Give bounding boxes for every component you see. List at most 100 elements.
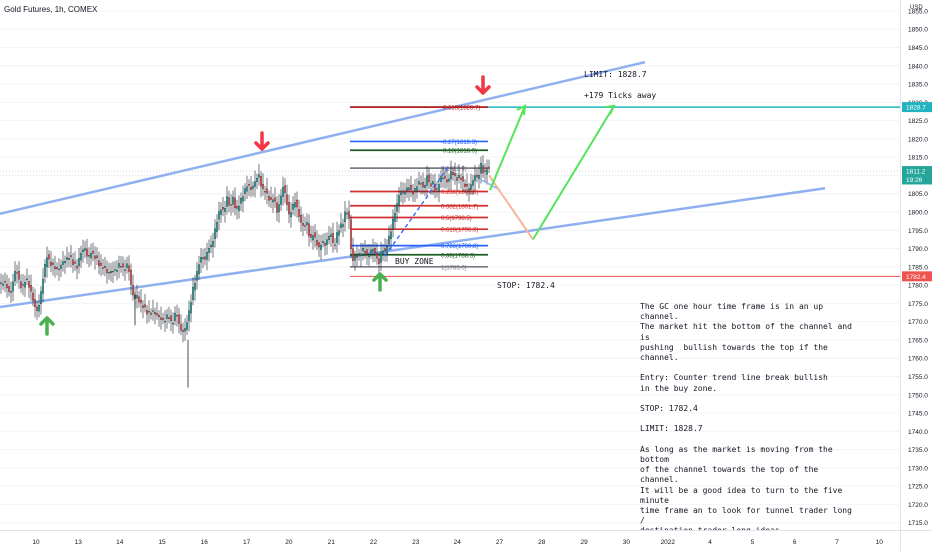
candle-body	[190, 302, 192, 314]
candle-body	[404, 191, 406, 195]
candle-body	[334, 244, 336, 246]
price-tick-label: 1775.0	[908, 301, 928, 308]
candle-body	[260, 176, 262, 187]
up-arrow-icon-head	[372, 272, 388, 282]
candle-body	[476, 174, 478, 178]
candle-body	[332, 233, 334, 243]
time-axis[interactable]: 10 13 14 15 16 17 20 21 22 23 24 27 28 29 30 2022 4 5 6 7 10	[0, 530, 900, 551]
candle-body	[100, 263, 102, 266]
candle-body	[428, 174, 430, 183]
time-tick-label: 23	[412, 539, 420, 546]
time-tick-label: 22	[370, 539, 378, 546]
price-tick-label: 1735.0	[908, 447, 928, 454]
price-axis-scale[interactable]: 1715.0 1720.0 1725.0 1730.0 1735.0 1740.0 1745…	[901, 0, 932, 530]
candle-body	[344, 211, 346, 223]
candle-body	[242, 196, 244, 202]
candle-body	[412, 192, 414, 195]
candle-body	[20, 281, 22, 288]
candle-body	[132, 285, 134, 296]
candle-body	[470, 184, 472, 190]
time-tick-label: 5	[751, 539, 755, 546]
up-arrow-icon	[372, 272, 388, 292]
projection-path-2	[532, 105, 615, 240]
candle-body	[460, 177, 462, 180]
time-tick-label: 21	[328, 539, 336, 546]
candle-body	[212, 241, 214, 247]
candle-body	[148, 311, 150, 313]
candle-body	[104, 265, 106, 268]
candle-body	[474, 175, 476, 181]
candle-body	[170, 315, 172, 322]
candle-body	[348, 211, 350, 219]
down-arrow-icon-head	[475, 85, 491, 95]
candle-body	[80, 252, 82, 261]
fib-label-8: 0.786(1790.8)	[441, 244, 478, 250]
price-tick-label: 1840.0	[908, 63, 928, 70]
candle-body	[162, 317, 164, 320]
candle-body	[116, 269, 118, 272]
candle-body	[452, 172, 454, 176]
candle-body	[484, 170, 486, 172]
candle-body	[320, 244, 322, 250]
down-arrow-icon-head	[254, 141, 270, 151]
candle-body	[228, 197, 230, 206]
candle-body	[422, 182, 424, 188]
candle-body	[366, 249, 368, 255]
price-chart[interactable]: -0.618(1828.7) -0.27(1819.3) -0.18(1816.9)…	[0, 0, 900, 530]
time-tick-label: 14	[116, 539, 124, 546]
price-tick-label: 1720.0	[908, 502, 928, 509]
price-tick-label: 1835.0	[908, 82, 928, 89]
price-badge-label: 1782.4	[906, 274, 926, 281]
candle-body	[208, 247, 210, 253]
candle-body	[372, 249, 374, 252]
candle-body	[96, 255, 98, 259]
price-tick-label: 1805.0	[908, 191, 928, 198]
price-badge-label: 19:26	[906, 177, 923, 184]
candle-body	[44, 263, 46, 277]
projection-arrowhead-2	[604, 104, 616, 115]
candle-body	[196, 271, 198, 281]
price-tick-label: 1715.0	[908, 520, 928, 527]
candle-body	[358, 253, 360, 256]
candle-body	[380, 252, 382, 263]
candle-body	[426, 175, 428, 186]
candle-body	[188, 310, 190, 321]
candle-body	[194, 282, 196, 291]
candle-body	[142, 305, 144, 308]
candle-body	[164, 320, 166, 323]
candle-body	[362, 248, 364, 252]
candle-body	[262, 183, 264, 189]
candle-body	[26, 278, 28, 280]
candle-body	[160, 317, 162, 320]
candle-body	[322, 241, 324, 244]
candle-body	[462, 176, 464, 182]
candle-body	[94, 255, 96, 259]
candle-body	[356, 256, 358, 258]
time-tick-label: 16	[201, 539, 209, 546]
candle-body	[376, 253, 378, 259]
candle-body	[204, 256, 206, 260]
price-badge	[902, 166, 932, 177]
candle-body	[300, 215, 302, 223]
chart-area[interactable]: -0.618(1828.7) -0.27(1819.3) -0.18(1816.9)…	[0, 0, 900, 530]
candle-body	[22, 284, 24, 286]
price-tick-label: 1855.0	[908, 8, 928, 15]
candle-body	[234, 197, 236, 209]
candle-body	[144, 304, 146, 308]
candle-body	[390, 231, 392, 240]
candle-body	[152, 310, 154, 312]
candle-body	[440, 176, 442, 182]
price-axis[interactable]: 1715.0 1720.0 1725.0 1730.0 1735.0 1740.0 1745…	[900, 0, 932, 530]
candle-body	[34, 299, 36, 307]
candle-body	[466, 183, 468, 187]
time-tick-label: 28	[538, 539, 546, 546]
candle-body	[154, 311, 156, 315]
candle-body	[418, 181, 420, 185]
time-axis-scale[interactable]: 10 13 14 15 16 17 20 21 22 23 24 27 28 29 30 2022 4 5 6 7 10	[0, 531, 900, 551]
candle-body	[456, 177, 458, 181]
candle-body	[0, 282, 2, 284]
price-tick-label: 1825.0	[908, 118, 928, 125]
candle-body	[482, 165, 484, 174]
time-tick-label: 10	[32, 539, 40, 546]
price-tick-label: 1780.0	[908, 283, 928, 290]
